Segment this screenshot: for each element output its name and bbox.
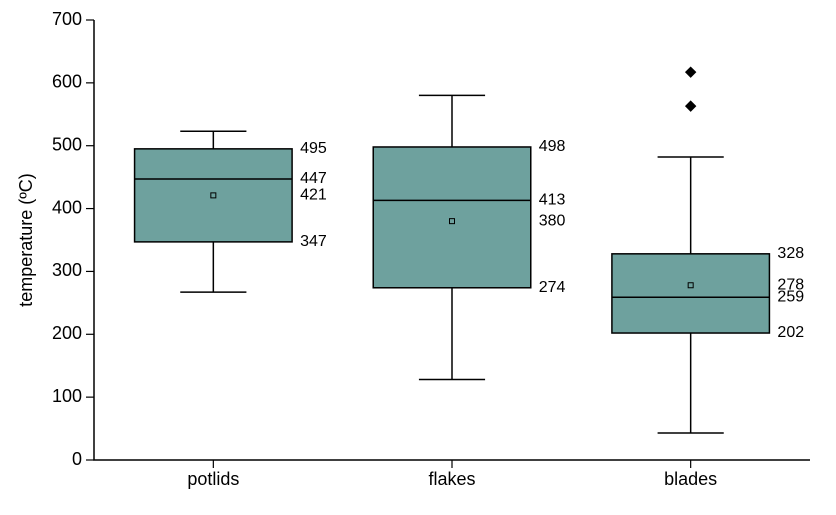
y-tick-label: 700 — [52, 9, 82, 29]
x-tick-label: blades — [664, 469, 717, 489]
x-tick-label: potlids — [187, 469, 239, 489]
outlier-marker — [686, 67, 696, 77]
value-label: 498 — [539, 138, 566, 155]
value-label: 421 — [300, 187, 327, 204]
value-label: 447 — [300, 170, 327, 187]
y-tick-label: 0 — [72, 449, 82, 469]
y-axis-label: temperature (ºC) — [16, 173, 36, 307]
value-label: 202 — [777, 324, 804, 341]
value-label: 274 — [539, 279, 566, 296]
box — [373, 147, 531, 288]
outlier-marker — [686, 101, 696, 111]
value-label: 328 — [777, 245, 804, 262]
y-tick-label: 500 — [52, 134, 82, 154]
box — [612, 254, 770, 333]
y-tick-label: 200 — [52, 323, 82, 343]
value-label: 259 — [777, 288, 804, 305]
box — [135, 149, 293, 242]
value-label: 495 — [300, 140, 327, 157]
value-label: 347 — [300, 233, 327, 250]
y-tick-label: 600 — [52, 72, 82, 92]
x-tick-label: flakes — [428, 469, 475, 489]
value-label: 380 — [539, 212, 566, 229]
boxplot-chart: 0 100 200 300 400 500 600 700 temperature (ºC) po… — [0, 0, 836, 515]
value-label: 413 — [539, 192, 566, 209]
y-tick-label: 300 — [52, 260, 82, 280]
y-tick-label: 100 — [52, 386, 82, 406]
y-tick-label: 400 — [52, 197, 82, 217]
